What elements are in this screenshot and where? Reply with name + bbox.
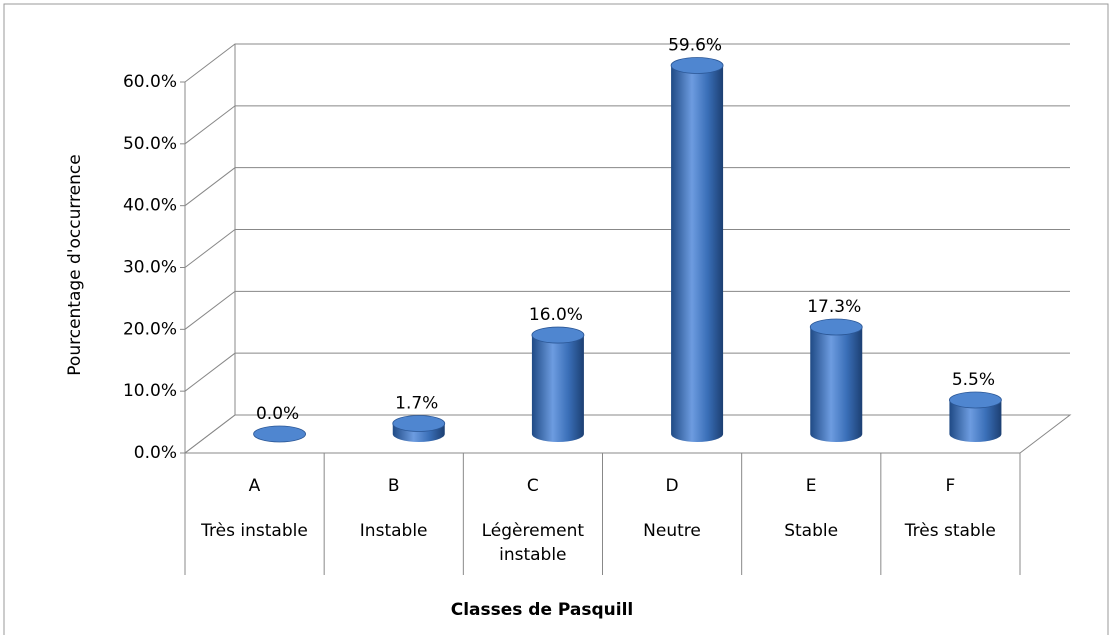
subcategory-label: Instable bbox=[359, 521, 428, 541]
grid-line bbox=[184, 167, 1070, 207]
x-axis-title: Classes de Pasquill bbox=[451, 600, 634, 620]
y-tick-label: 60.0% bbox=[123, 72, 177, 92]
y-tick-label: 20.0% bbox=[123, 319, 177, 339]
y-tick-label: 10.0% bbox=[123, 381, 177, 401]
value-label: 1.7% bbox=[395, 393, 438, 413]
subcategory-label: Très instable bbox=[201, 521, 308, 541]
y-tick-label: 40.0% bbox=[123, 196, 177, 216]
grid-line bbox=[184, 290, 1070, 330]
category-label: F bbox=[945, 476, 956, 496]
category-label: D bbox=[665, 476, 679, 496]
bar-top bbox=[809, 318, 863, 336]
subcategory-label: Neutre bbox=[643, 521, 701, 541]
grid-line bbox=[184, 414, 1070, 454]
y-tick-label: 30.0% bbox=[123, 258, 177, 278]
value-label: 59.6% bbox=[668, 35, 722, 55]
bar-top bbox=[949, 391, 1002, 409]
grid-line bbox=[184, 105, 1070, 145]
y-tick-label: 50.0% bbox=[123, 134, 177, 154]
bar bbox=[949, 399, 1002, 442]
y-axis-title: Pourcentage d'occurrence bbox=[65, 154, 85, 375]
floor bbox=[183, 414, 1072, 454]
subcategory-label: Légèrement instable bbox=[481, 521, 585, 565]
bar-top bbox=[670, 57, 724, 74]
subcategory-label: Très stable bbox=[904, 521, 996, 541]
grid-line bbox=[184, 352, 1070, 392]
category-label: B bbox=[387, 476, 400, 496]
grid-line bbox=[184, 229, 1070, 268]
value-label: 5.5% bbox=[952, 370, 995, 390]
bar-top bbox=[253, 425, 306, 443]
category-label: E bbox=[805, 476, 817, 496]
subcategory-label: Stable bbox=[784, 521, 839, 541]
value-label: 16.0% bbox=[529, 305, 583, 325]
bar bbox=[671, 65, 724, 443]
value-label: 17.3% bbox=[807, 297, 861, 317]
category-label: A bbox=[248, 476, 261, 496]
bar bbox=[531, 335, 584, 442]
bar-top bbox=[392, 415, 446, 432]
grid-line bbox=[184, 43, 1070, 83]
bar-top bbox=[531, 326, 585, 344]
bar bbox=[810, 327, 863, 442]
category-label: C bbox=[526, 476, 539, 496]
y-tick-label: 0.0% bbox=[134, 443, 177, 463]
chart-border bbox=[3, 3, 1109, 635]
value-label: 0.0% bbox=[256, 404, 299, 424]
